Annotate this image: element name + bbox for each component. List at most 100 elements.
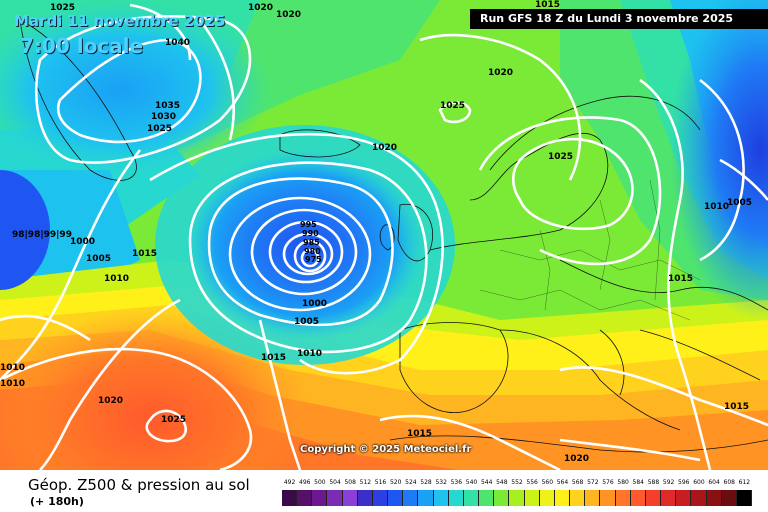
legend-value: 520: [389, 479, 402, 486]
legend-value: 608: [723, 479, 735, 486]
legend-swatch: [282, 490, 298, 506]
legend-swatch: [388, 490, 404, 506]
pressure-label: 1020: [372, 143, 398, 153]
pressure-label: 1025: [147, 124, 173, 134]
weather-map: 1025 1020 1020 1040 1035 1030 1025 1020 …: [0, 0, 768, 470]
legend-swatch: [433, 490, 449, 506]
borders: [479, 179, 701, 321]
pressure-label: 1025: [440, 101, 466, 111]
pressure-label: 1015: [535, 0, 561, 10]
legend-swatch: [312, 490, 328, 506]
legend-value: 592: [662, 479, 675, 486]
isobars: [0, 3, 768, 470]
legend-swatch: [327, 490, 343, 506]
run-banner: Run GFS 18 Z du Lundi 3 novembre 2025: [470, 9, 768, 29]
legend-value: 600: [693, 479, 705, 486]
legend-swatch: [721, 490, 737, 506]
legend-value: 564: [556, 479, 569, 486]
pressure-label: 1005: [294, 317, 320, 327]
legend-swatch: [372, 490, 389, 506]
legend-value: 512: [359, 479, 372, 486]
pressure-label: 1020: [276, 10, 302, 20]
legend-value: 556: [526, 479, 538, 486]
pressure-label: 1000: [70, 237, 96, 247]
legend-swatch: [600, 490, 616, 506]
pressure-label: 990: [302, 229, 319, 238]
pressure-label: 1020: [98, 396, 124, 406]
legend-value: 496: [299, 479, 311, 486]
legend-value: 516: [374, 479, 387, 486]
geopotential-field: [0, 0, 768, 470]
legend-swatch: [539, 490, 555, 506]
legend-value: 576: [602, 479, 614, 486]
pressure-label: 1020: [564, 454, 590, 464]
pressure-label: 975: [305, 255, 322, 264]
legend-swatch: [736, 490, 752, 506]
legend-swatch: [630, 490, 646, 506]
legend-value: 572: [587, 479, 599, 486]
legend-swatch: [342, 490, 358, 506]
legend-swatch: [479, 490, 495, 506]
pressure-label: 1015: [668, 274, 694, 284]
legend-swatch: [418, 490, 434, 506]
legend-value: 540: [465, 479, 478, 486]
legend-value: 568: [571, 479, 584, 486]
pressure-label: 1025: [161, 415, 187, 425]
legend-value: 492: [283, 479, 296, 486]
pressure-label: 1010: [0, 379, 26, 389]
forecast-date: Mardi 11 novembre 2025: [14, 12, 226, 30]
legend-value: 604: [708, 479, 720, 486]
pressure-label: 1015: [261, 353, 287, 363]
legend-swatch: [691, 490, 707, 506]
legend-value: 500: [314, 479, 326, 486]
pressure-label: 1040: [165, 38, 191, 48]
legend-value: 536: [450, 479, 463, 486]
legend-swatch: [403, 490, 419, 506]
legend-swatch: [463, 490, 480, 506]
legend-value: 580: [617, 479, 629, 486]
pressure-label: 1010: [104, 274, 130, 284]
legend-value: 560: [541, 479, 554, 486]
copyright: Copyright © 2025 Meteociel.fr: [300, 444, 472, 455]
pressure-label: 1030: [151, 112, 177, 122]
color-legend: [282, 490, 752, 506]
legend-swatch: [524, 490, 540, 506]
forecast-lead-time: (+ 180h): [30, 495, 84, 508]
legend-value: 552: [511, 479, 523, 486]
legend-swatch: [570, 490, 586, 506]
legend-swatch: [554, 490, 571, 506]
legend-value: 528: [420, 479, 432, 486]
legend-swatch: [357, 490, 373, 506]
map-title: Géop. Z500 & pression au sol: [28, 476, 250, 494]
pressure-label: 1015: [407, 429, 433, 439]
pressure-label: 1035: [155, 101, 181, 111]
forecast-time: 7:00 locale: [20, 34, 144, 58]
legend-labels: 492 496 500 504 508 512 516 520 524 528 532 536 540 5…: [282, 479, 752, 489]
pressure-label: 1020: [488, 68, 514, 78]
pressure-label: 1010: [0, 363, 26, 373]
legend-value: 524: [405, 479, 417, 486]
pressure-label: 1000: [302, 299, 328, 309]
pressure-label: 98|98|99|99: [12, 230, 72, 240]
legend-swatch: [585, 490, 601, 506]
legend-value: 584: [632, 479, 644, 486]
pressure-label: 1025: [50, 3, 76, 13]
legend-value: 588: [647, 479, 660, 486]
pressure-label: 1005: [86, 254, 112, 264]
pressure-label: 995: [300, 220, 317, 229]
legend-swatch: [706, 490, 722, 506]
legend-value: 544: [480, 479, 493, 486]
legend-value: 504: [329, 479, 341, 486]
legend-value: 548: [496, 479, 508, 486]
legend-swatch: [509, 490, 525, 506]
legend-value: 612: [738, 479, 751, 486]
legend-swatch: [297, 490, 313, 506]
legend-swatch: [645, 490, 662, 506]
legend-value: 596: [678, 479, 690, 486]
legend-swatch: [448, 490, 464, 506]
legend-value: 532: [435, 479, 447, 486]
legend-swatch: [661, 490, 677, 506]
pressure-label: 1025: [548, 152, 574, 162]
legend-swatch: [494, 490, 510, 506]
pressure-label: 1015: [724, 402, 750, 412]
